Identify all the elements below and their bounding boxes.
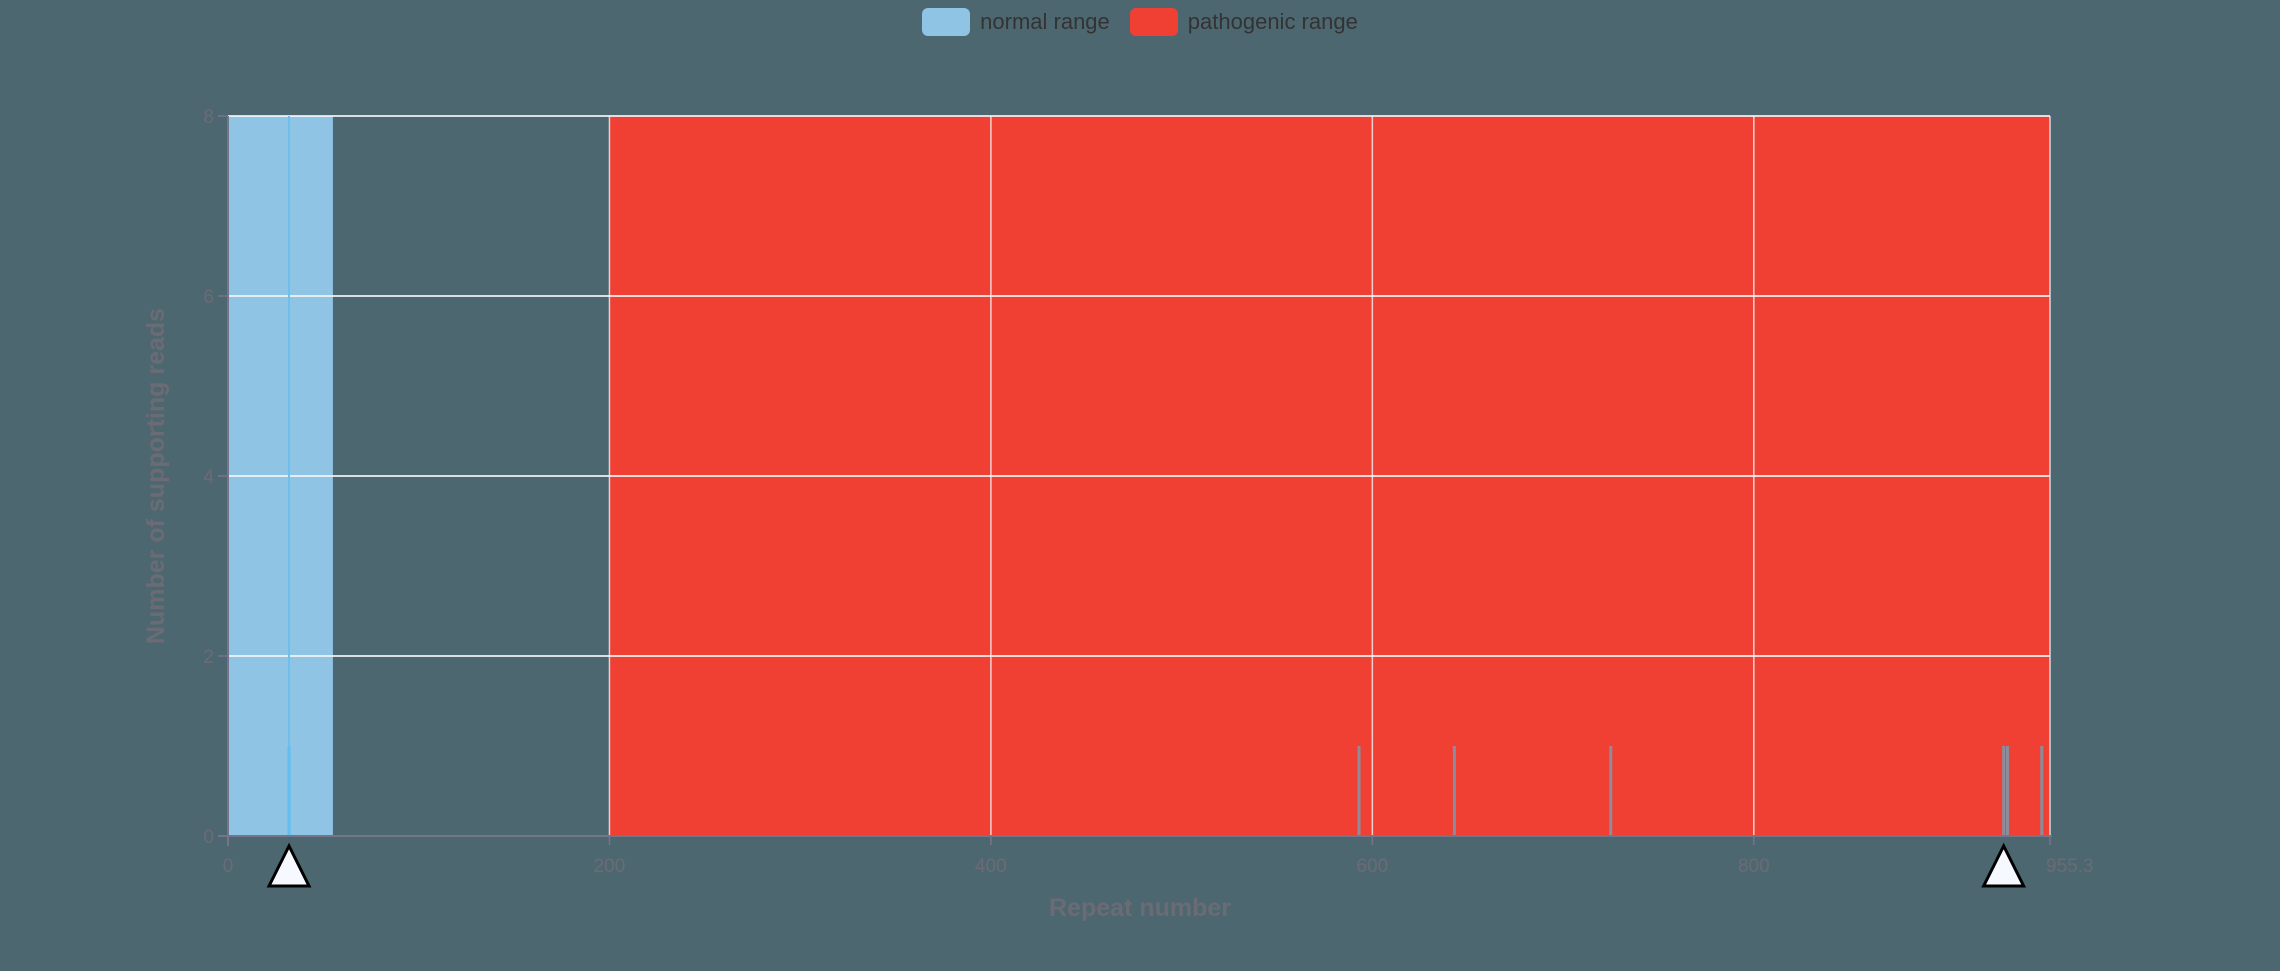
read-bar [1609,746,1613,836]
legend-item-pathogenic-range[interactable]: pathogenic range [1129,8,1358,36]
read-bar [2040,746,2044,836]
read-bar [2005,746,2009,836]
x-tick-label: 0 [223,856,234,877]
legend-label-normal: normal range [980,9,1110,34]
x-tick-label: 200 [594,856,626,877]
read-bars [287,116,2044,836]
x-axis-title: Repeat number [1049,894,1231,922]
axes: 0 2 4 6 8 0 200 400 600 800 955.3 [203,107,2093,877]
chart-legend: normal range pathogenic range [0,8,2280,36]
legend-swatch-normal [922,8,971,36]
y-tick-label: 2 [203,647,214,668]
y-axis-title: Number of supporting reads [142,308,170,644]
y-tick-label: 8 [203,107,214,128]
x-tick-label: 400 [975,856,1007,877]
grid-lines [228,115,2051,836]
x-tick-label: 955.3 [2046,856,2094,877]
allele-marker-triangle-icon [266,842,312,888]
x-tick-label: 800 [1738,856,1770,877]
y-tick-label: 6 [203,287,214,308]
y-tick-label: 0 [203,827,214,848]
legend-swatch-pathogenic [1129,8,1178,36]
allele-markers [266,842,2027,888]
x-tick-label: 600 [1357,856,1389,877]
legend-label-pathogenic: pathogenic range [1187,9,1358,34]
read-bar [1357,746,1361,836]
read-bar [1452,746,1456,836]
read-bar [287,746,291,836]
y-tick-label: 4 [203,467,214,488]
read-bar [2002,746,2006,836]
legend-item-normal-range[interactable]: normal range [922,8,1110,36]
allele-marker-triangle-icon [1981,842,2027,888]
